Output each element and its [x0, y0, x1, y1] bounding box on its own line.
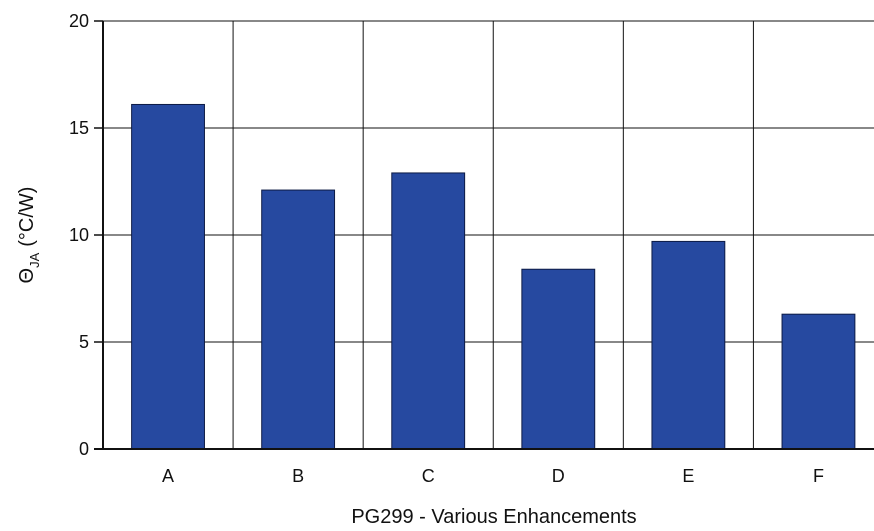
x-tick-label: D	[552, 466, 565, 486]
y-tick-label: 15	[69, 118, 89, 138]
x-tick-label: C	[422, 466, 435, 486]
y-tick-label: 20	[69, 11, 89, 31]
bars	[131, 103, 856, 450]
y-tick-label: 10	[69, 225, 89, 245]
x-tick-label: B	[292, 466, 304, 486]
x-tick-label: F	[813, 466, 824, 486]
x-axis-title: PG299 - Various Enhancements	[351, 506, 636, 528]
x-tick-label: A	[162, 466, 174, 486]
y-axis-title-symbol: Θ	[16, 268, 38, 284]
y-axis-title-unit: (°C/W)	[16, 187, 38, 247]
y-tick-label: 5	[79, 332, 89, 352]
y-tick-labels: 0 5 10 15 20	[69, 11, 89, 459]
bar-c	[391, 172, 466, 450]
x-tick-label: E	[682, 466, 694, 486]
bar-a	[131, 103, 205, 450]
y-tick-label: 0	[79, 439, 89, 459]
axes	[94, 20, 874, 450]
bar-b	[261, 189, 336, 450]
grid-lines	[103, 20, 874, 449]
bar-f	[781, 313, 856, 450]
y-axis-title-subscript: JA	[27, 252, 42, 268]
y-axis-title: ΘJA (°C/W)	[16, 187, 42, 284]
x-tick-labels: A B C D E F	[162, 466, 824, 486]
bar-d	[521, 268, 596, 450]
bar-e	[651, 240, 726, 450]
